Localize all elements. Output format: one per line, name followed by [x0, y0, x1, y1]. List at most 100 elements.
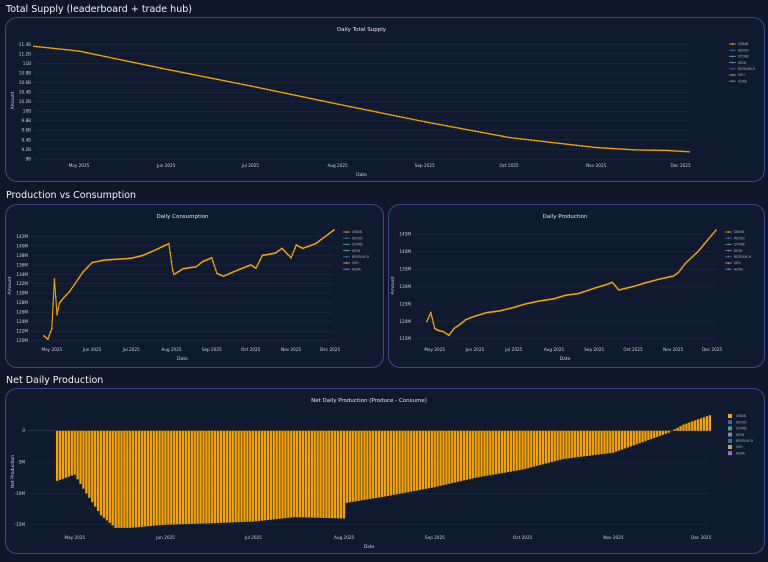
legend-label-research: RESEARCH	[352, 255, 370, 259]
data-point	[329, 231, 331, 234]
data-point	[71, 286, 74, 289]
panel-production: Daily Production 115M 120M 125M 130M 135M 140M…	[388, 204, 765, 368]
legend-swatch	[728, 451, 732, 456]
data-point	[318, 239, 321, 242]
data-point	[201, 75, 204, 78]
data-point	[412, 118, 415, 121]
data-point	[86, 267, 88, 269]
section-title-supply: Total Supply (leaderboard + trade hub)	[6, 4, 192, 15]
data-point	[611, 281, 614, 284]
data-point	[198, 75, 201, 77]
legend-label-grain: GRAIN	[352, 230, 363, 234]
x-tick-label: Nov 2025	[663, 347, 683, 352]
data-point	[511, 136, 513, 139]
bar	[149, 430, 152, 527]
data-point	[62, 297, 65, 299]
bar	[588, 430, 592, 456]
bar	[518, 430, 521, 471]
data-point	[128, 257, 131, 260]
data-point	[249, 264, 252, 266]
net-production-chart[interactable]: Net Daily Production (Produce - Consume)…	[6, 389, 764, 553]
data-point	[662, 149, 665, 152]
x-tick-label: Oct 2025	[513, 535, 533, 540]
data-point	[445, 332, 448, 335]
y-tick-label: 115M	[399, 336, 411, 341]
data-point	[353, 106, 356, 109]
data-point	[139, 63, 142, 65]
data-point	[290, 256, 292, 259]
y-axis-label: Net Production	[10, 455, 16, 488]
bar	[140, 430, 144, 527]
x-tick-label: Sep 2025	[202, 347, 222, 352]
data-point	[398, 115, 401, 118]
data-point	[314, 98, 317, 101]
data-point	[89, 263, 92, 265]
y-tick-label: 10.2B	[19, 99, 31, 104]
data-point	[671, 149, 674, 152]
legend-marker	[345, 268, 348, 271]
y-tick-label: -10M	[15, 491, 26, 496]
legend-label-gpu: GPU	[734, 261, 741, 265]
data-point	[686, 260, 689, 263]
x-tick-label: Jun 2025	[82, 347, 102, 352]
data-point	[544, 140, 547, 143]
x-tick-label: Oct 2025	[623, 347, 643, 352]
legend-marker	[345, 237, 348, 240]
bar	[579, 430, 583, 457]
data-point	[431, 317, 434, 319]
data-point	[72, 49, 75, 52]
data-point	[595, 146, 598, 149]
bar	[594, 430, 597, 455]
bar	[301, 430, 305, 518]
bar	[644, 430, 647, 442]
legend-label-stone: STONE	[352, 243, 363, 247]
consumption-chart[interactable]: Daily Consumption 120M 122M 124M 126M 128M 130…	[6, 205, 383, 367]
data-point	[179, 269, 182, 272]
data-point	[435, 122, 437, 125]
data-point	[392, 114, 395, 117]
data-point	[631, 148, 634, 151]
data-point	[88, 264, 91, 267]
data-point	[79, 274, 82, 277]
x-tick-label: Sep 2025	[425, 535, 445, 540]
data-point	[246, 84, 249, 87]
data-point	[243, 83, 246, 86]
legend-swatch	[728, 420, 732, 425]
data-point	[104, 259, 107, 261]
supply-chart[interactable]: Daily Total Supply 9B 9.2B 9.4B 9.6B 9.8B 10B 1…	[6, 18, 764, 181]
data-point	[108, 258, 110, 261]
bar	[688, 422, 691, 431]
bar	[474, 430, 477, 478]
data-point	[564, 143, 567, 145]
data-point	[451, 126, 454, 128]
data-point	[249, 85, 252, 87]
data-point	[49, 47, 52, 49]
data-point	[177, 271, 179, 273]
data-point	[462, 320, 465, 323]
data-point	[61, 48, 64, 51]
x-tick-label: Jun 2025	[156, 163, 176, 168]
data-point	[70, 288, 73, 290]
data-point	[645, 149, 648, 152]
data-point	[685, 261, 688, 264]
data-point	[373, 110, 376, 113]
data-point	[125, 257, 127, 260]
x-tick-label: Jul 2025	[122, 347, 140, 352]
data-point	[269, 89, 272, 91]
x-axis-label: Date	[560, 356, 571, 362]
bar	[252, 430, 255, 522]
legend-marker	[345, 249, 348, 252]
bar	[615, 430, 618, 452]
data-point	[555, 142, 558, 144]
data-point	[123, 257, 126, 260]
production-chart[interactable]: Daily Production 115M 120M 125M 130M 135M 140M…	[389, 205, 764, 367]
bar	[562, 430, 565, 459]
bar	[134, 430, 138, 528]
bar	[632, 430, 635, 446]
data-point	[550, 141, 553, 144]
data-point	[700, 246, 703, 248]
data-point	[214, 268, 217, 271]
bar	[316, 430, 319, 518]
y-tick-label: 130M	[399, 284, 411, 289]
bar	[281, 430, 284, 519]
